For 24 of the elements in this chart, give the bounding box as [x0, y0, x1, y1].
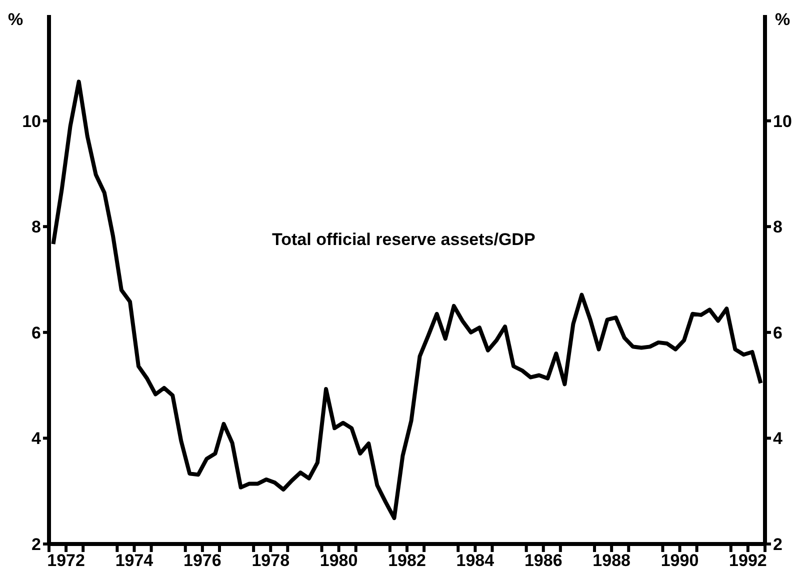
y-tick-label: 10 [22, 112, 41, 131]
y2-axis-title: % [775, 10, 790, 30]
x-tick-label: 1972 [47, 551, 85, 570]
y-axis-title: % [8, 10, 24, 30]
y2-tick-label: 6 [773, 323, 782, 342]
x-tick-label: 1984 [456, 551, 495, 570]
text: Total official reserve assets/GDP [272, 230, 536, 250]
y-tick-label: 6 [32, 323, 41, 342]
y2-tick-label: 10 [773, 112, 792, 131]
x-tick-label: 1982 [388, 551, 426, 570]
y-tick-label: 8 [32, 218, 41, 237]
x-tick-label: 1990 [660, 551, 699, 570]
y2-tick-label: 4 [773, 429, 783, 448]
y2-tick-label: 8 [773, 218, 782, 237]
x-tick-label: 1986 [524, 551, 562, 570]
x-tick-label: 1976 [184, 551, 222, 570]
x-tick-label: 1978 [252, 551, 290, 570]
y-tick-label: 2 [32, 535, 41, 554]
x-tick-label: 1992 [729, 551, 767, 570]
y2-tick-label: 2 [773, 535, 782, 554]
y-tick-label: 4 [32, 429, 42, 448]
x-tick-label: 1974 [115, 551, 154, 570]
x-tick-label: 1980 [320, 551, 358, 570]
x-tick-label: 1988 [592, 551, 630, 570]
